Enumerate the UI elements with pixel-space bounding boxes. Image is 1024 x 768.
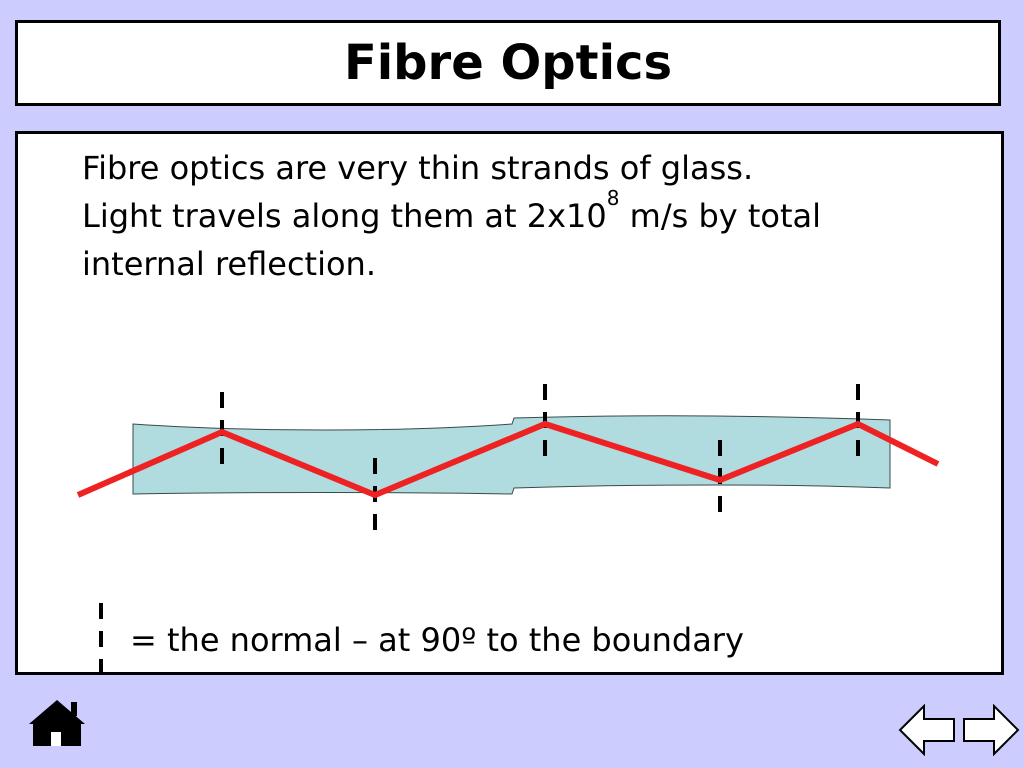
paragraph-line-2-end: m/s by total [619, 197, 822, 235]
body-paragraph: Fibre optics are very thin strands of gl… [82, 144, 962, 288]
page-title: Fibre Optics [343, 35, 673, 91]
back-arrow-icon [898, 704, 955, 756]
title-box: Fibre Optics [15, 20, 1001, 106]
light-ray [76, 420, 940, 499]
back-arrow-button[interactable] [898, 704, 955, 756]
forward-arrow-icon [963, 704, 1020, 756]
content-box: Fibre optics are very thin strands of gl… [15, 131, 1004, 675]
home-icon [29, 700, 85, 746]
home-button[interactable] [27, 698, 87, 748]
paragraph-line-2-start: Light travels along them at 2x10 [82, 197, 607, 235]
legend-text: = the normal – at 90º to the boundary [130, 621, 744, 659]
paragraph-line-3: internal reflection. [82, 245, 376, 283]
nav-arrows [898, 704, 1020, 756]
paragraph-line-2: Light travels along them at 2x108 m/s by… [82, 188, 962, 240]
forward-arrow-button[interactable] [963, 704, 1020, 756]
exponent: 8 [606, 186, 620, 210]
paragraph-line-1: Fibre optics are very thin strands of gl… [82, 149, 754, 187]
